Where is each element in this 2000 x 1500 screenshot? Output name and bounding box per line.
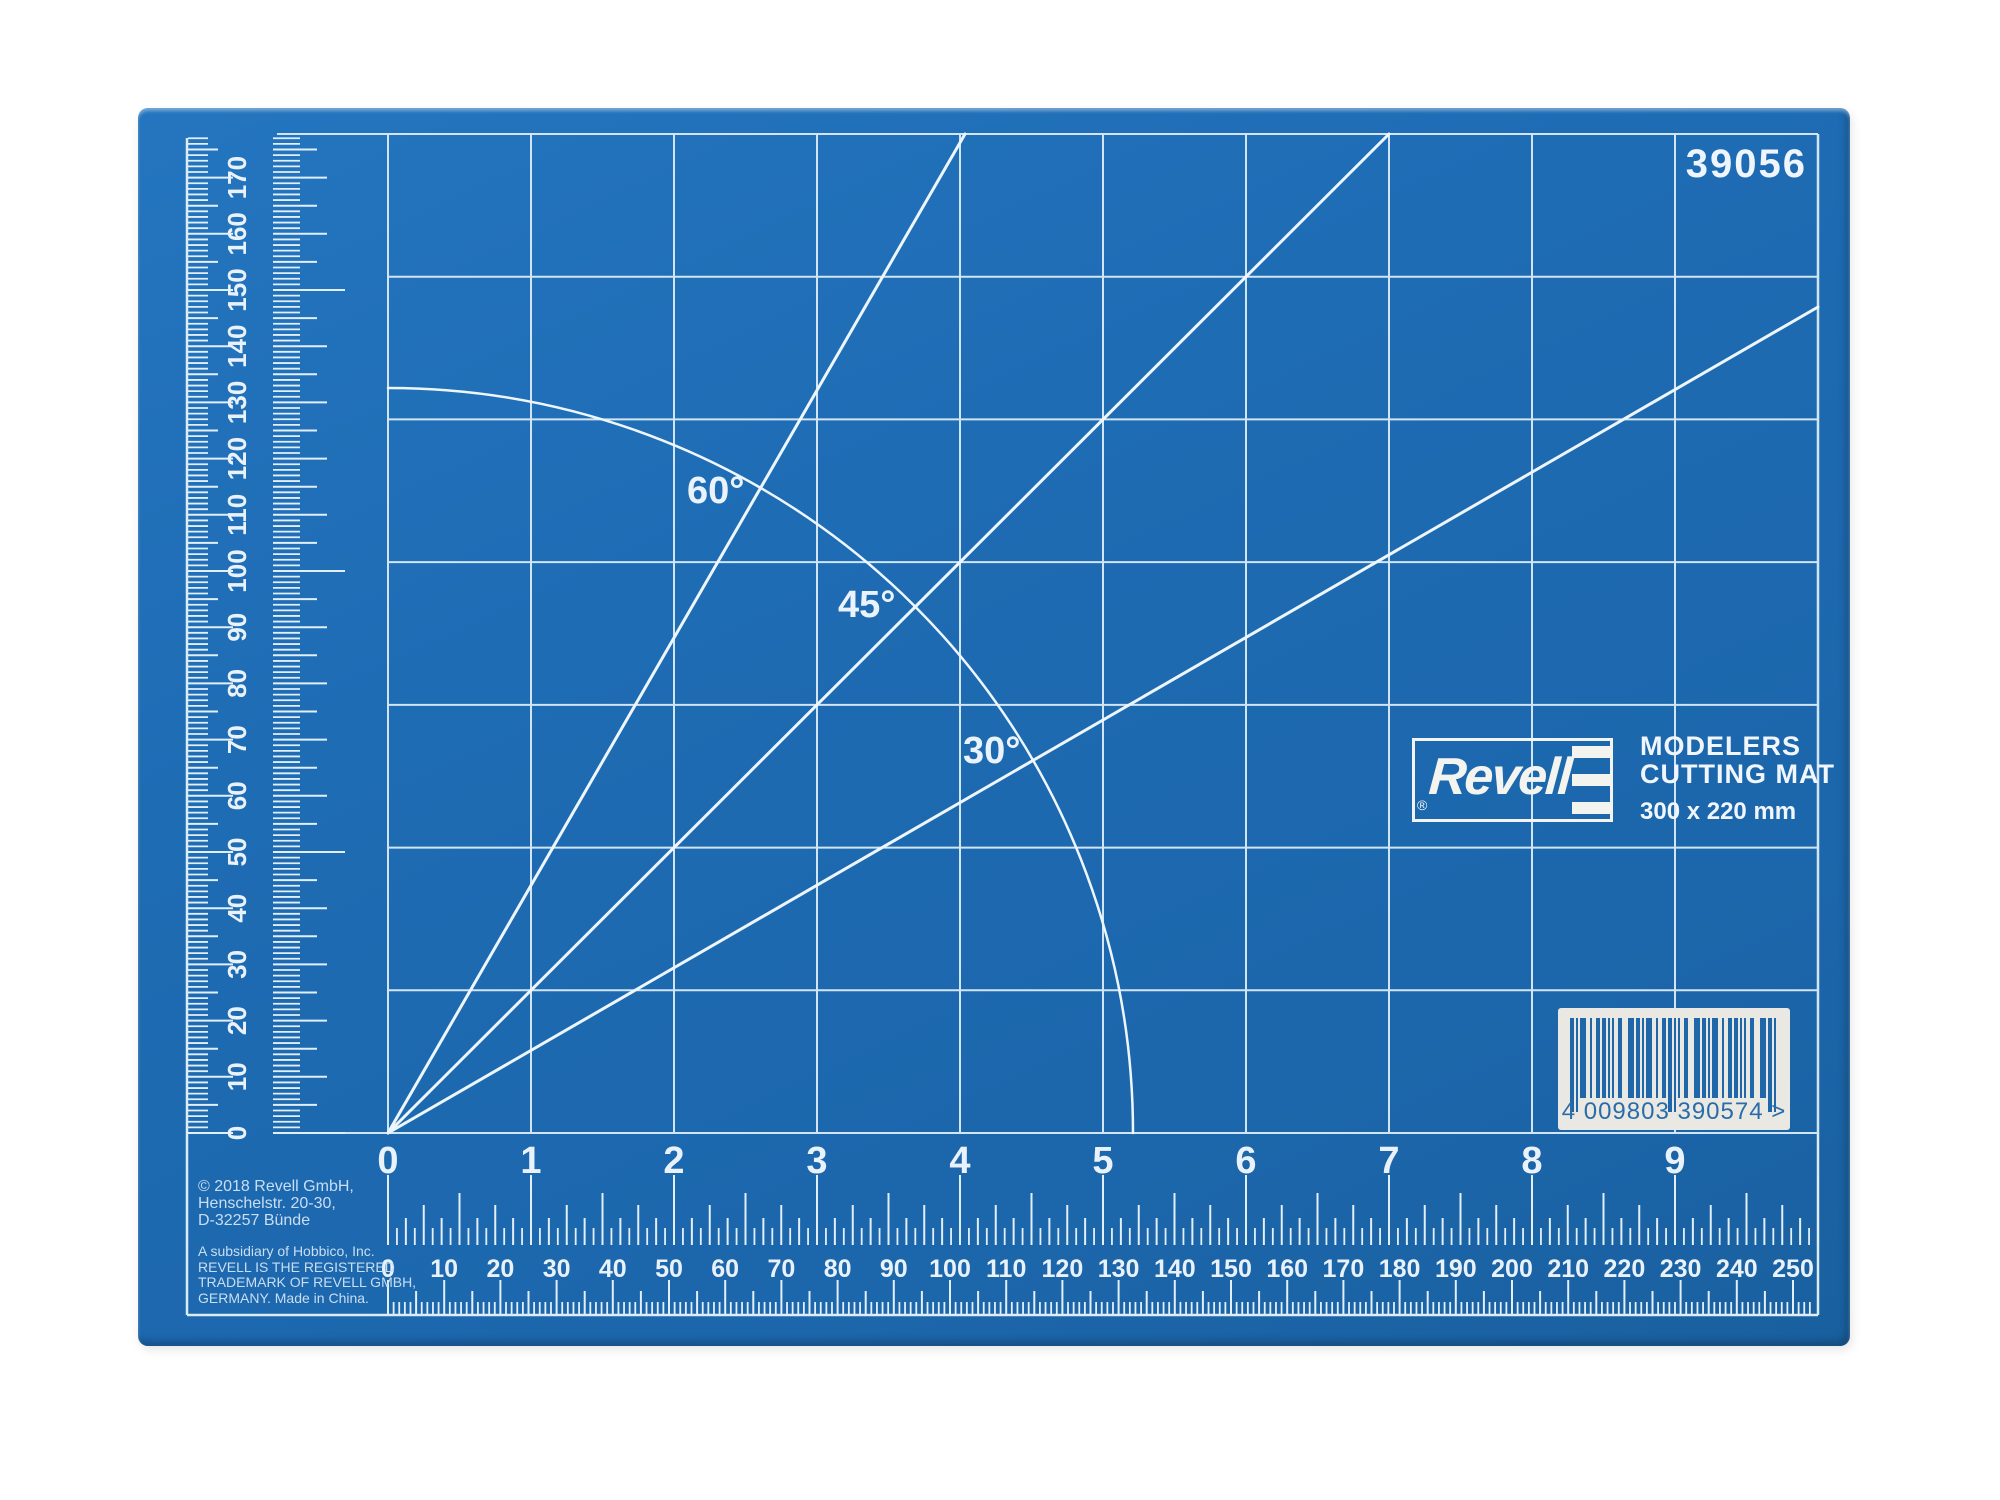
ruler-number: 30	[222, 950, 252, 979]
angle-guide-lines	[386, 132, 1820, 1135]
ruler-numbers: 0102030405060708090100110120130140150160…	[222, 156, 1814, 1283]
arc-quarter-circle	[386, 386, 1135, 1135]
left-mm-ruler	[188, 137, 345, 1134]
ruler-number: 60	[222, 781, 252, 810]
ruler-number: 5	[1092, 1140, 1113, 1182]
ruler-number: 80	[222, 669, 252, 698]
ruler-number: 220	[1604, 1255, 1646, 1283]
product-title-line2: CUTTING MAT	[1640, 759, 1835, 789]
ruler-number: 90	[222, 613, 252, 642]
ruler-number: 100	[222, 549, 252, 592]
line-60deg	[386, 132, 967, 1135]
ruler-number: 190	[1435, 1255, 1477, 1283]
ruler-number: 20	[222, 1006, 252, 1035]
ruler-number: 7	[1378, 1140, 1399, 1182]
trademark-line: TRADEMARK OF REVELL GMBH,	[198, 1274, 417, 1290]
ruler-number: 40	[599, 1255, 627, 1283]
ruler-number: 80	[824, 1255, 852, 1283]
ruler-number: 110	[986, 1255, 1026, 1283]
ruler-number: 200	[1491, 1255, 1533, 1283]
ruler-number: 120	[1042, 1255, 1084, 1283]
barcode: 4 009803 390574 >	[1558, 1008, 1790, 1130]
ruler-number: 50	[655, 1255, 683, 1283]
line-45deg	[386, 132, 1391, 1135]
line-30deg	[386, 305, 1820, 1135]
ruler-number: 150	[1210, 1255, 1252, 1283]
ruler-number: 2	[663, 1140, 684, 1182]
ruler-number: 20	[486, 1255, 514, 1283]
ruler-number: 150	[222, 268, 252, 311]
copyright-line: Henschelstr. 20-30,	[198, 1195, 336, 1212]
trademark-line: REVELL IS THE REGISTERED	[198, 1258, 395, 1275]
copyright-text: © 2018 Revell GmbH, Henschelstr. 20-30, …	[198, 1178, 354, 1229]
ruler-number: 240	[1716, 1255, 1758, 1283]
ruler-number: 180	[1379, 1255, 1421, 1283]
ruler-number: 6	[1235, 1140, 1256, 1182]
ruler-number: 3	[806, 1140, 827, 1182]
ruler-number: 50	[222, 838, 252, 867]
revell-logo-text: Revell	[1427, 748, 1573, 806]
ruler-number: 230	[1660, 1255, 1702, 1283]
angle-label-45: 45°	[838, 584, 896, 626]
ruler-number: 0	[222, 1126, 252, 1140]
registered-trademark-icon: ®	[1417, 797, 1428, 813]
barcode-number: 4 009803 390574 >	[1561, 1098, 1787, 1125]
logo-flag-bar	[1572, 774, 1610, 786]
ruler-number: 40	[222, 894, 252, 923]
ruler-number: 30	[543, 1255, 571, 1283]
ruler-number: 70	[222, 725, 252, 754]
ruler-number: 250	[1772, 1255, 1814, 1283]
ruler-number: 0	[377, 1140, 398, 1182]
ruler-number: 170	[1323, 1255, 1365, 1283]
logo-flag-bar	[1572, 802, 1610, 814]
ruler-number: 120	[222, 437, 252, 480]
bottom-inch-ruler	[387, 1175, 1819, 1245]
bottom-mm-ruler	[387, 1280, 1811, 1314]
ruler-number: 10	[222, 1062, 252, 1091]
ruler-number: 4	[949, 1140, 970, 1182]
ruler-number: 0	[381, 1255, 395, 1283]
ruler-number: 8	[1521, 1140, 1542, 1182]
trademark-line: A subsidiary of Hobbico, Inc.	[198, 1243, 375, 1259]
ruler-number: 90	[880, 1255, 908, 1283]
ruler-number: 1	[520, 1140, 541, 1182]
ruler-number: 130	[1098, 1255, 1140, 1283]
trademark-text: A subsidiary of Hobbico, Inc. REVELL IS …	[198, 1243, 417, 1306]
trademark-line: GERMANY. Made in China.	[198, 1289, 369, 1306]
ruler-number: 140	[1154, 1255, 1196, 1283]
ruler-number: 170	[222, 156, 252, 199]
revell-logo-box: Revell ®	[1412, 738, 1613, 822]
ruler-number: 10	[430, 1255, 458, 1283]
cutting-mat	[138, 108, 1850, 1346]
frame-lines	[185, 134, 1820, 1317]
grid-lines	[277, 133, 1819, 1134]
copyright-line: © 2018 Revell GmbH,	[198, 1178, 354, 1195]
product-code: 39056	[1685, 142, 1807, 186]
copyright-line: D-32257 Bünde	[198, 1212, 311, 1229]
ruler-number: 160	[222, 212, 252, 255]
ruler-number: 70	[767, 1255, 795, 1283]
ruler-number: 130	[222, 381, 252, 424]
ruler-number: 100	[929, 1255, 971, 1283]
logo-flag-bar	[1572, 746, 1610, 758]
ruler-number: 210	[1547, 1255, 1589, 1283]
ruler-number: 110	[222, 494, 252, 536]
ruler-number: 160	[1266, 1255, 1308, 1283]
angle-label-60: 60°	[687, 470, 745, 512]
barcode-bars	[1570, 1018, 1776, 1112]
ruler-number: 60	[711, 1255, 739, 1283]
mat-size-label: 300 x 220 mm	[1640, 798, 1797, 825]
ruler-number: 9	[1664, 1140, 1685, 1182]
ruler-number: 140	[222, 325, 252, 368]
product-title: MODELERS CUTTING MAT	[1640, 732, 1835, 788]
angle-label-30: 30°	[963, 730, 1021, 772]
product-title-line1: MODELERS	[1640, 731, 1802, 761]
